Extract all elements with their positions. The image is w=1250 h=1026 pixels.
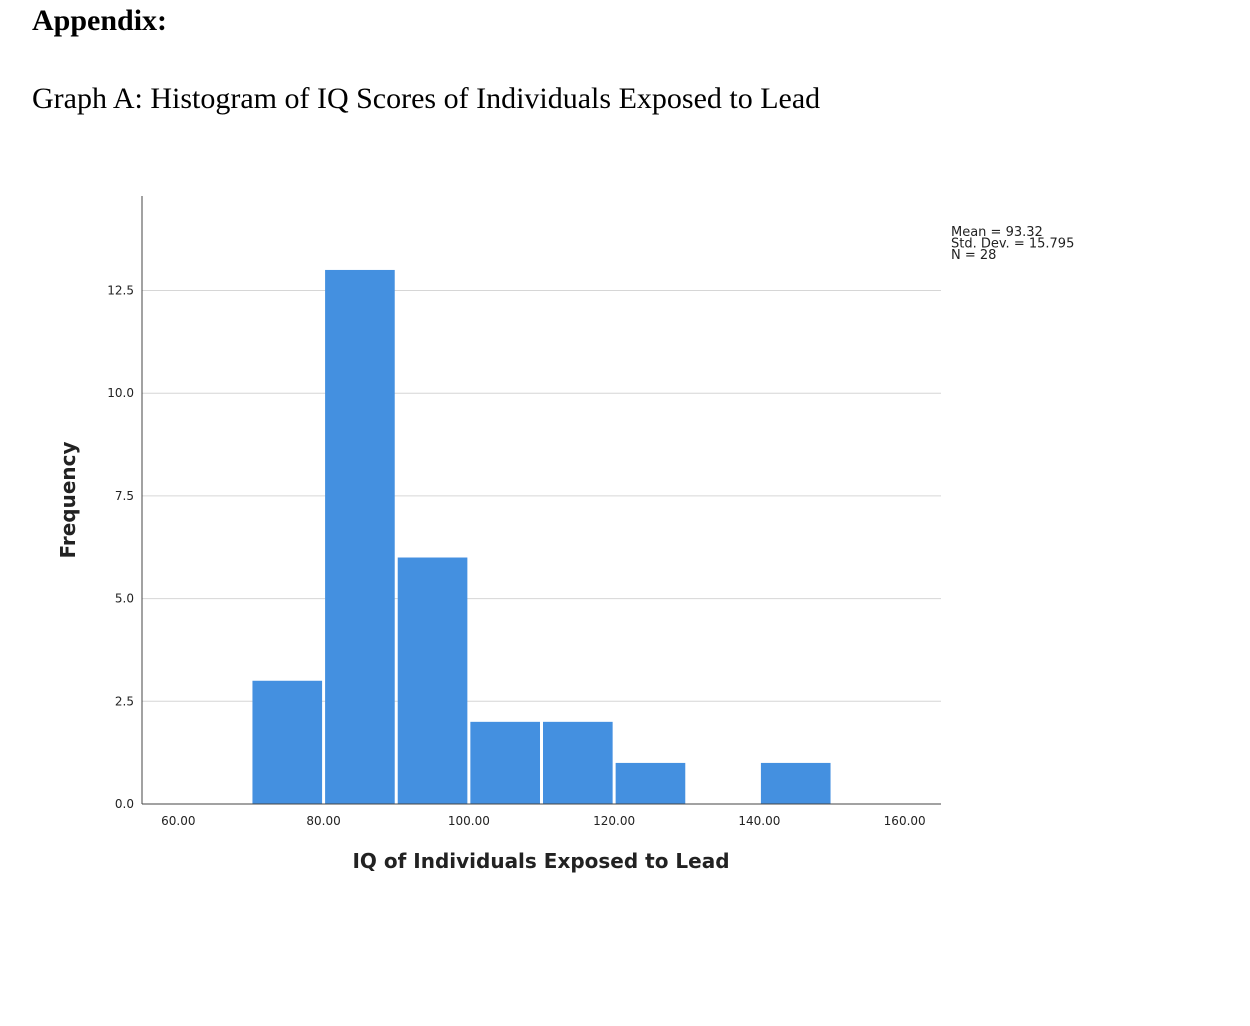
graph-caption: Graph A: Histogram of IQ Scores of Indiv… — [32, 82, 821, 115]
stats-line: N = 28 — [951, 248, 996, 263]
y-tick-label: 0.0 — [115, 797, 134, 811]
x-tick-label: 60.00 — [161, 814, 195, 828]
x-tick-label: 160.00 — [884, 814, 926, 828]
x-tick-label: 140.00 — [738, 814, 780, 828]
stats-line: Std. Dev. = 15.795 — [951, 237, 1074, 252]
x-axis-title: IQ of Individuals Exposed to Lead — [352, 849, 729, 873]
histogram-bar — [252, 680, 323, 804]
histogram-bar — [397, 557, 468, 804]
appendix-heading: Appendix: — [32, 4, 168, 37]
histogram-bars — [252, 269, 831, 805]
histogram-bar — [325, 269, 395, 805]
y-tick-label: 7.5 — [115, 489, 134, 503]
histogram-bar — [760, 762, 831, 804]
x-tick-label: 80.00 — [306, 814, 340, 828]
x-tick-label: 100.00 — [448, 814, 490, 828]
x-tick-label: 120.00 — [593, 814, 635, 828]
stats-line: Mean = 93.32 — [951, 225, 1043, 240]
histogram-bar — [470, 721, 540, 804]
axes — [141, 196, 941, 805]
y-tick-label: 10.0 — [107, 386, 134, 400]
y-tick-label: 12.5 — [107, 283, 134, 297]
tick-labels: 0.0 2.5 5.0 7.5 10.0 12.5 60.00 80.00 100.00 120.… — [107, 283, 925, 828]
histogram-bar — [615, 762, 686, 804]
grid-lines — [142, 289, 941, 702]
y-tick-label: 5.0 — [115, 592, 134, 606]
y-tick-label: 2.5 — [115, 694, 134, 708]
histogram-bar — [543, 721, 613, 804]
y-axis-title: Frequency — [56, 441, 80, 558]
